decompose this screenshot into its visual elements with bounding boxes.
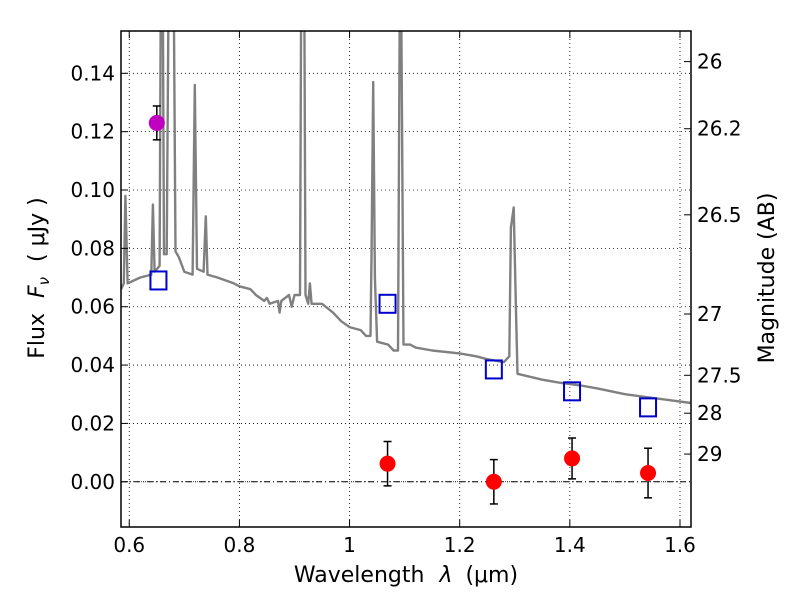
x-tick-label: 1.6	[664, 533, 696, 557]
y-axis-label: Flux Fν ( μJy )	[25, 197, 55, 358]
model-photometry-square	[378, 293, 397, 314]
model-photometry-square	[563, 381, 582, 402]
model-photometry-square	[149, 270, 168, 291]
x-tick-label: 1.4	[554, 533, 586, 557]
y2-tick-label: 27.5	[697, 363, 742, 387]
y-tick-label: 0.00	[70, 470, 115, 494]
y-tick-label: 0.06	[70, 295, 115, 319]
y-tick-label: 0.02	[70, 411, 115, 435]
y-axis-label-subscript: ν	[35, 277, 53, 285]
observed-photometry-point	[564, 450, 581, 467]
y2-tick-label: 26.5	[697, 203, 742, 227]
optical-photometry-point	[148, 114, 165, 131]
y-tick-label: 0.10	[70, 178, 115, 202]
plot-frame	[120, 30, 692, 528]
observed-photometry-point	[379, 455, 396, 472]
gridlines	[121, 31, 691, 527]
y-axis-label-unit: ( μJy )	[25, 197, 50, 262]
observed-photometry-point	[640, 465, 657, 482]
y2-tick-label: 28	[697, 401, 722, 425]
x-axis-label-symbol: λ	[438, 563, 452, 588]
y-tick-label: 0.14	[70, 61, 115, 85]
y2-tick-label: 26	[697, 50, 722, 74]
y-tick-label: 0.12	[70, 120, 115, 144]
y-tick-label: 0.04	[70, 353, 115, 377]
x-tick-label: 0.8	[223, 533, 255, 557]
y-axis-label-word: Flux	[25, 313, 50, 359]
y-axis-right: 26 26.2 26.5 27 27.5 28 29	[684, 50, 742, 466]
model-photometry-square	[484, 359, 503, 380]
y2-tick-label: 29	[697, 442, 722, 466]
y-axis-left: 0.00 0.02 0.04 0.06 0.08 0.10 0.12 0.14	[70, 61, 128, 494]
marker-layer	[148, 105, 658, 505]
x-axis: 0.6 0.8 1 1.2 1.4 1.6	[113, 31, 696, 557]
x-tick-label: 0.6	[113, 533, 145, 557]
x-axis-label: Wavelength λ (μm)	[294, 563, 518, 588]
y-tick-label: 0.08	[70, 236, 115, 260]
x-axis-label-word: Wavelength	[294, 563, 425, 588]
x-tick-label: 1	[343, 533, 356, 557]
model-photometry-square	[639, 397, 658, 418]
x-axis-label-unit: (μm)	[465, 563, 518, 588]
observed-photometry-point	[485, 473, 502, 490]
y-axis-label-symbol: F	[25, 285, 50, 298]
y2-axis-label: Magnitude (AB)	[755, 193, 780, 364]
y2-tick-label: 27	[697, 302, 722, 326]
y2-tick-label: 26.2	[697, 117, 742, 141]
x-tick-label: 1.2	[444, 533, 476, 557]
